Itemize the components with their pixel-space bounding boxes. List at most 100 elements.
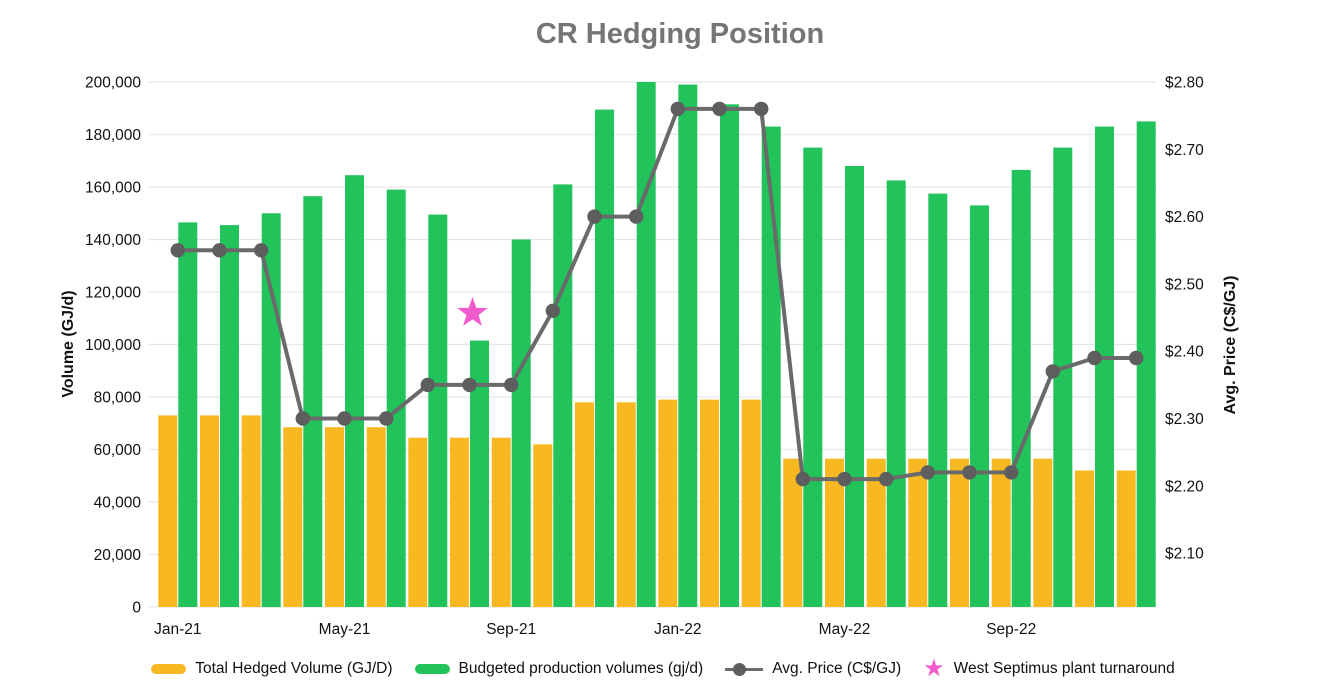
production-volume-bar [386,189,406,607]
legend-label: West Septimus plant turnaround [953,660,1175,677]
price-point [879,471,894,487]
right-axis-tick-label: $2.30 [1165,411,1204,428]
production-volume-bar [886,180,906,607]
x-axis-tick-label: Jan-21 [154,621,201,638]
production-volume-bar [178,222,198,607]
chart-title: CR Hedging Position [535,18,825,50]
hedged-volume-bar [616,402,636,608]
hedged-volume-bar [158,415,178,607]
production-volume-bar [303,196,323,607]
legend-label: Budgeted production volumes (gj/d) [458,660,704,677]
production-volume-bar [1053,147,1073,607]
right-axis-tick-label: $2.70 [1165,142,1204,159]
price-point [962,465,977,480]
production-volume-bar [511,239,531,607]
price-point [170,243,185,258]
left-axis-tick-label: 160,000 [85,180,141,197]
price-point [1087,350,1102,366]
price-point [587,209,602,224]
left-axis-tick-label: 200,000 [85,75,141,92]
production-volume-bar [1011,169,1031,607]
price-point [295,411,310,426]
production-volume-bar [1095,126,1114,607]
hedged-volume-bar [700,399,719,607]
turnaround-star-marker [457,297,488,326]
price-point [1129,350,1144,366]
left-axis-tick-label: 120,000 [85,285,141,302]
legend-item-budgeted-production: Budgeted production volumes (gj/d) [414,660,704,678]
production-volume-bar [553,184,573,607]
production-volume-bar [1136,121,1156,608]
price-point [837,471,852,487]
price-point [670,101,685,117]
hedged-volume-bar [241,415,261,607]
price-point [1045,364,1061,379]
production-volume-bar [803,147,823,607]
price-point [545,303,560,318]
x-axis-tick-label: May-21 [319,621,371,638]
right-axis-tick-label: $2.80 [1165,75,1204,92]
hedged-volume-bar [408,437,428,607]
price-point [420,377,435,393]
legend-item-avg-price: Avg. Price (C$/GJ) [725,660,901,678]
hedged-volume-bar [491,437,511,607]
left-axis-tick-label: 20,000 [94,547,142,564]
hedged-volume-bar [575,402,594,608]
production-volume-bar [678,84,698,608]
left-axis-tick-label: 40,000 [94,495,142,512]
hedged-volume-bar [1033,458,1053,607]
left-axis-tick-label: 0 [132,600,141,617]
hedged-volume-bar [783,458,803,607]
price-point [462,377,477,393]
right-axis-tick-label: $2.20 [1165,478,1204,495]
right-axis-tick-label: $2.10 [1165,546,1204,563]
hedged-volume-bar [200,415,219,607]
production-volume-bar [845,166,864,607]
left-axis-tick-label: 140,000 [85,232,141,249]
right-axis-title: Avg. Price (C$/GJ) [1222,275,1239,415]
price-point [795,471,810,487]
left-axis-title: Volume (GJ/d) [60,290,77,398]
x-axis-tick-label: Sep-21 [486,621,536,638]
production-volume-bar [970,205,989,607]
line-swatch-dot [733,663,747,676]
hedged-volume-bar [1116,470,1136,607]
left-axis-tick-label: 100,000 [85,337,141,354]
yellow-bar-swatch-icon [151,664,187,674]
hedged-volume-bar [325,427,344,607]
hedged-volume-bar [908,458,928,607]
left-axis-tick-label: 60,000 [94,442,142,459]
production-volume-bar [345,175,364,607]
hedged-volume-bar [658,399,678,607]
line-dot-swatch-icon [725,662,764,676]
price-point [712,101,727,117]
hedged-volume-bar [533,444,553,608]
hedged-volume-bar [950,458,969,607]
hedged-volume-bar [366,427,386,607]
hedged-volume-bar [1075,470,1094,607]
legend-item-hedged-volume: Total Hedged Volume (GJ/D) [151,660,393,678]
production-volume-bar [470,340,489,607]
production-volume-bar [928,193,948,607]
price-point [629,209,644,224]
x-axis-tick-label: Sep-22 [986,621,1036,638]
hedged-volume-bar [741,399,761,607]
right-axis-tick-label: $2.60 [1165,209,1204,226]
green-bar-swatch-icon [414,664,450,674]
legend-label: Total Hedged Volume (GJ/D) [195,660,393,677]
hedged-volume-bar [825,458,844,607]
x-axis-tick-label: May-22 [819,621,871,638]
production-volume-bar [595,109,614,607]
right-axis-tick-label: $2.50 [1165,276,1204,293]
legend-item-plant-turnaround: ★ West Septimus plant turnaround [923,655,1175,682]
production-volume-bar [261,213,281,608]
price-point [254,243,269,258]
legend: Total Hedged Volume (GJ/D) Budgeted prod… [0,655,1326,682]
production-volume-bar [428,214,448,607]
x-axis-tick-label: Jan-22 [654,621,701,638]
star-swatch-icon: ★ [923,655,945,682]
production-volume-bar [636,82,656,607]
hedged-volume-bar [450,437,469,607]
